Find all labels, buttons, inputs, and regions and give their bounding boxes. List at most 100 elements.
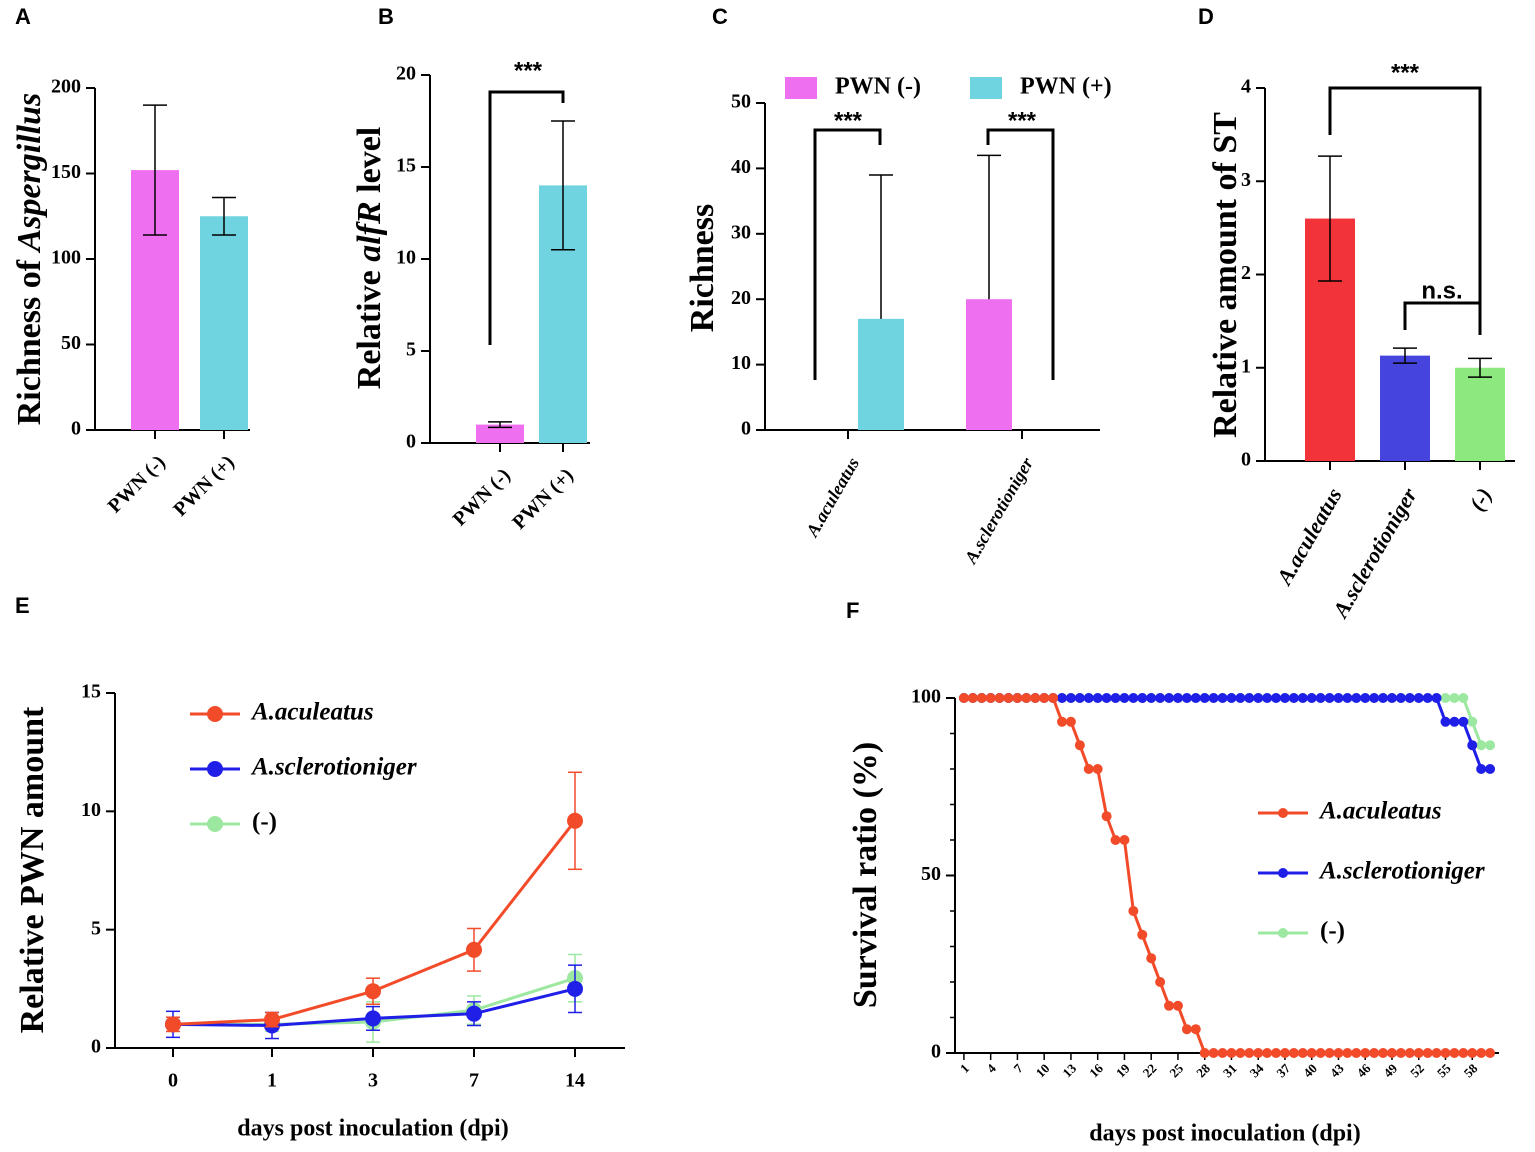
marker [1155, 977, 1166, 987]
y-tick-label: 1 [1241, 355, 1251, 377]
y-tick-label: 2 [1241, 262, 1251, 284]
marker [1315, 693, 1326, 703]
marker [1253, 693, 1264, 703]
x-tick-label: 28 [1193, 1060, 1213, 1080]
x-tick-label: 25 [1166, 1060, 1186, 1080]
marker [1119, 835, 1130, 845]
series-line [963, 696, 1491, 747]
marker [1360, 1048, 1371, 1058]
marker [1271, 1048, 1282, 1058]
panel-label: F [846, 598, 859, 623]
marker [1217, 693, 1228, 703]
marker [1065, 716, 1076, 727]
x-tick-label: 19 [1113, 1060, 1133, 1080]
marker [1422, 1048, 1433, 1058]
legend-marker [207, 706, 223, 722]
legend-label: (-) [252, 809, 277, 836]
legend-marker [207, 761, 223, 777]
marker [165, 1016, 181, 1033]
legend-label: A.aculeatus [250, 699, 374, 726]
marker [1110, 835, 1121, 845]
marker [1048, 693, 1059, 703]
x-tick-label: 3 [368, 1070, 378, 1092]
marker [1449, 1048, 1460, 1058]
x-tick-label: 1 [267, 1070, 277, 1092]
y-tick-label: 15 [81, 681, 101, 703]
y-tick-label: 150 [51, 161, 81, 183]
y-axis-label: Richness [684, 204, 721, 332]
legend-label: PWN (+) [1020, 74, 1112, 100]
marker [1128, 906, 1139, 916]
y-tick-label: 0 [1241, 449, 1251, 471]
bar [966, 299, 1012, 430]
marker [1190, 1024, 1201, 1035]
marker [1297, 693, 1308, 703]
marker [1244, 1048, 1255, 1058]
marker [1378, 693, 1389, 703]
marker [1431, 1048, 1442, 1058]
y-tick-label: 10 [396, 247, 416, 269]
marker [466, 1005, 482, 1022]
marker [1333, 1048, 1344, 1058]
y-tick-label: 40 [731, 156, 751, 178]
x-tick-label: PWN (-) [104, 451, 170, 517]
y-tick-label: 3 [1241, 169, 1251, 191]
x-tick-label: 4 [984, 1060, 1000, 1076]
x-tick-label: 43 [1327, 1060, 1347, 1080]
x-tick-label: A.aculeatus [1271, 484, 1347, 591]
marker [1262, 693, 1273, 703]
marker [1440, 1048, 1451, 1058]
marker [1146, 953, 1157, 964]
marker [466, 941, 482, 958]
marker [1449, 716, 1460, 727]
marker [967, 693, 978, 703]
marker [1235, 1048, 1246, 1058]
bar [476, 424, 524, 443]
marker [1476, 764, 1487, 774]
marker [1039, 693, 1050, 703]
marker [1155, 693, 1166, 703]
y-tick-label: 50 [731, 91, 751, 113]
y-tick-label: 30 [731, 221, 751, 243]
x-tick-label: PWN (-) [449, 464, 515, 530]
marker [1235, 693, 1246, 703]
bar [858, 318, 904, 430]
x-tick-label: 16 [1086, 1060, 1106, 1080]
panel-label: D [1198, 4, 1214, 29]
x-tick-label: 40 [1300, 1061, 1320, 1081]
marker [1440, 716, 1451, 727]
x-tick-label: 49 [1380, 1060, 1400, 1080]
y-axis-label-part: Richness [684, 204, 721, 332]
marker [1057, 693, 1068, 703]
x-tick-label: (-) [1464, 484, 1497, 516]
y-axis-label-part: Survival ratio (%) [847, 742, 884, 1008]
x-tick-label: A.sclerotioniger [960, 453, 1038, 567]
marker [1342, 1048, 1353, 1058]
panel-label: B [378, 4, 394, 29]
marker [567, 812, 583, 829]
marker [1458, 693, 1469, 703]
y-axis-label-part: Aspergillus [11, 93, 48, 254]
x-tick-label: 55 [1434, 1060, 1454, 1080]
x-axis-label: days post inoculation (dpi) [237, 1116, 508, 1142]
x-tick-label: 7 [1010, 1060, 1026, 1076]
legend-marker [207, 816, 223, 832]
bar [1455, 367, 1505, 461]
marker [1458, 1048, 1469, 1058]
annotation: *** [1391, 59, 1420, 86]
marker [1003, 693, 1014, 703]
marker [1413, 1048, 1424, 1058]
marker [1395, 693, 1406, 703]
annotation: n.s. [1421, 277, 1462, 304]
marker [1137, 693, 1148, 703]
significance-bracket [813, 128, 882, 380]
panel-label: E [15, 593, 30, 618]
y-tick-label: 5 [406, 339, 416, 361]
x-tick-label: 34 [1247, 1060, 1267, 1080]
error-bar [488, 421, 512, 429]
y-axis-label-part: Relative [351, 262, 388, 389]
error-bar [977, 154, 1001, 300]
marker [1146, 693, 1157, 703]
y-tick-label: 0 [406, 431, 416, 453]
legend-label: PWN (-) [835, 74, 921, 100]
